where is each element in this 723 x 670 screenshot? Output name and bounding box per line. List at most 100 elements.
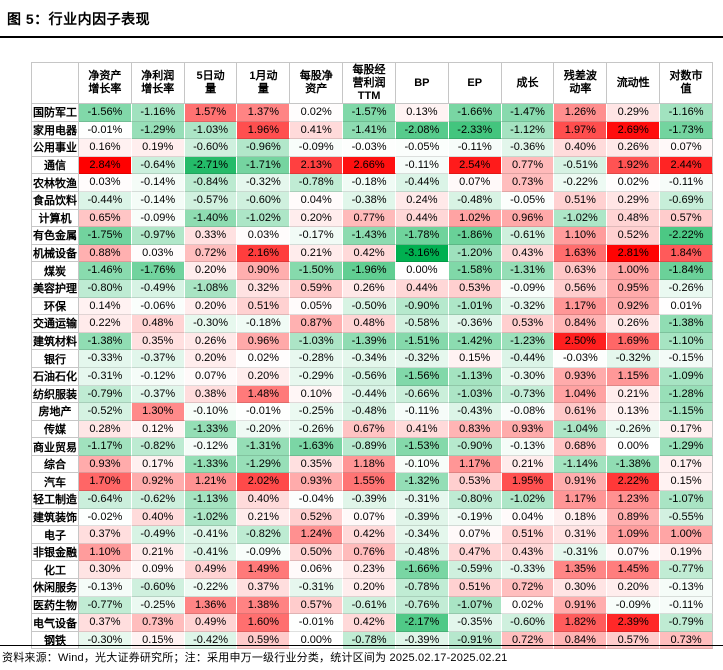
heatmap-cell: -2.33% [448,121,502,140]
heatmap-cell: 0.21% [607,385,661,404]
heatmap-cell: -0.60% [501,614,555,632]
heatmap-cell: 0.44% [395,279,449,298]
heatmap-cell: -1.29% [131,121,185,140]
heatmap-cell: 1.17% [554,491,608,509]
table-row: 医药生物 -0.77% -0.25% 1.36% 1.38% 0.57% -0.61% -0.… [31,596,713,615]
heatmap-cell: -0.11% [395,403,449,421]
heatmap-cell: 1.45% [607,561,661,580]
heatmap-cell: -0.02% [79,508,132,527]
heatmap-cell: -1.02% [501,491,555,509]
heatmap-cell: 0.53% [448,473,502,492]
source-note: 资料来源：Wind，光大证券研究所；注：采用申万一级行业分类，统计区间为 202… [2,652,508,664]
title-rule [0,36,723,38]
heatmap-cell: -0.76% [395,596,449,615]
industry-label: 房地产 [31,403,79,421]
heatmap-cell: -1.42% [448,332,502,351]
heatmap-cell: 0.24% [395,191,449,210]
heatmap-cell: -1.09% [660,367,713,386]
heatmap-cell: -1.47% [501,104,555,122]
heatmap-cell: 0.14% [79,297,132,316]
heatmap-cell: 1.17% [448,455,502,474]
heatmap-cell: -1.50% [290,262,344,280]
heatmap-cell: -1.46% [79,262,132,280]
heatmap-cell: 0.57% [290,596,344,615]
heatmap-cell: -1.32% [395,473,449,492]
heatmap-cell: -1.13% [184,491,238,509]
heatmap-cell: -1.03% [290,332,344,351]
heatmap-cell: -0.33% [79,350,132,368]
heatmap-cell: 1.18% [343,455,396,474]
heatmap-cell: 0.77% [501,156,555,175]
industry-label: 煤炭 [31,262,79,280]
heatmap-cell: 0.42% [343,614,396,632]
heatmap-cell: 2.50% [554,332,608,351]
heatmap-cell: -0.26% [607,420,661,439]
heatmap-cell: -2.22% [660,227,713,245]
heatmap-cell: 0.30% [79,561,132,580]
heatmap-cell: -3.16% [395,244,449,263]
heatmap-cell: 0.13% [395,104,449,122]
heatmap-cell: 0.65% [79,209,132,228]
heatmap-cell: -0.96% [237,139,291,157]
heatmap-cell: -0.41% [184,543,238,562]
heatmap-cell: 0.04% [290,191,344,210]
heatmap-cell: -1.15% [660,403,713,421]
heatmap-cell: -2.17% [395,614,449,632]
heatmap-cell: -0.48% [395,543,449,562]
heatmap-cell: -0.09% [607,596,661,615]
heatmap-cell: -0.59% [448,561,502,580]
heatmap-cell: 0.21% [290,244,344,263]
table-row: 非银金融 1.10% 0.21% -0.41% -0.09% 0.50% 0.76% -0.4… [31,543,713,562]
heatmap-cell: 0.02% [290,104,344,122]
heatmap-cell: -0.31% [554,543,608,562]
heatmap-cell: 0.21% [237,508,291,527]
heatmap-cell: -0.38% [343,191,396,210]
heatmap-cell: 1.15% [607,367,661,386]
industry-label: 综合 [31,455,79,474]
heatmap-cell: -0.22% [184,579,238,597]
industry-label: 化工 [31,561,79,580]
heatmap-cell: 0.19% [131,139,185,157]
heatmap-cell: 1.82% [554,614,608,632]
heatmap-cell: 0.73% [131,614,185,632]
heatmap-cell: -1.57% [343,104,396,122]
heatmap-cell: 1.04% [554,385,608,404]
heatmap-cell: -1.51% [395,332,449,351]
heatmap-cell: -0.64% [79,491,132,509]
heatmap-cell: 0.01% [660,297,713,316]
heatmap-cell: -0.35% [448,614,502,632]
heatmap-cell: 0.43% [501,244,555,263]
table-row: 传媒 0.28% 0.12% -1.33% -0.20% -0.26% 0.67% 0.41%… [31,420,713,439]
heatmap-cell: 0.38% [184,385,238,404]
heatmap-cell: -0.09% [237,543,291,562]
industry-label: 家用电器 [31,121,79,140]
heatmap-cell: -0.78% [395,579,449,597]
heatmap-cell: 0.96% [237,332,291,351]
heatmap-cell: 2.44% [660,156,713,175]
heatmap-cell: -1.86% [448,227,502,245]
heatmap-cell: -0.36% [448,315,502,333]
table-row: 纺织服装 -0.79% -0.37% 0.38% 1.48% 0.10% -0.44% -0.… [31,385,713,404]
heatmap-cell: 1.70% [79,473,132,492]
heatmap-cell: -1.02% [184,508,238,527]
heatmap-cell: -0.25% [131,596,185,615]
heatmap-cell: 2.02% [237,473,291,492]
heatmap-cell: 0.42% [343,526,396,544]
table-row: 煤炭 -1.46% -1.76% 0.20% 0.90% -1.50% -1.96% 0.00… [31,262,713,280]
factor-heatmap-table: 净资产 增长率 净利润 增长率 5日动 量 1月动 量每股净 资产 每股经 营利润 TT… [31,62,713,650]
heatmap-cell: -1.02% [554,209,608,228]
heatmap-cell: 0.20% [184,297,238,316]
heatmap-cell: -0.50% [343,297,396,316]
heatmap-cell: 1.09% [607,526,661,544]
heatmap-cell: -0.52% [79,403,132,421]
heatmap-cell: -0.61% [501,227,555,245]
heatmap-cell: -1.20% [448,244,502,263]
heatmap-cell: 0.29% [607,104,661,122]
industry-label: 建筑装饰 [31,508,79,527]
table-row: 家用电器 -0.01% -1.29% -1.03% 1.96% 0.41% -1.41% -2… [31,121,713,140]
heatmap-cell: 0.72% [501,579,555,597]
heatmap-cell: -0.09% [131,209,185,228]
heatmap-cell: 0.15% [448,350,502,368]
heatmap-cell: -1.56% [79,104,132,122]
heatmap-cell: 0.07% [448,174,502,192]
